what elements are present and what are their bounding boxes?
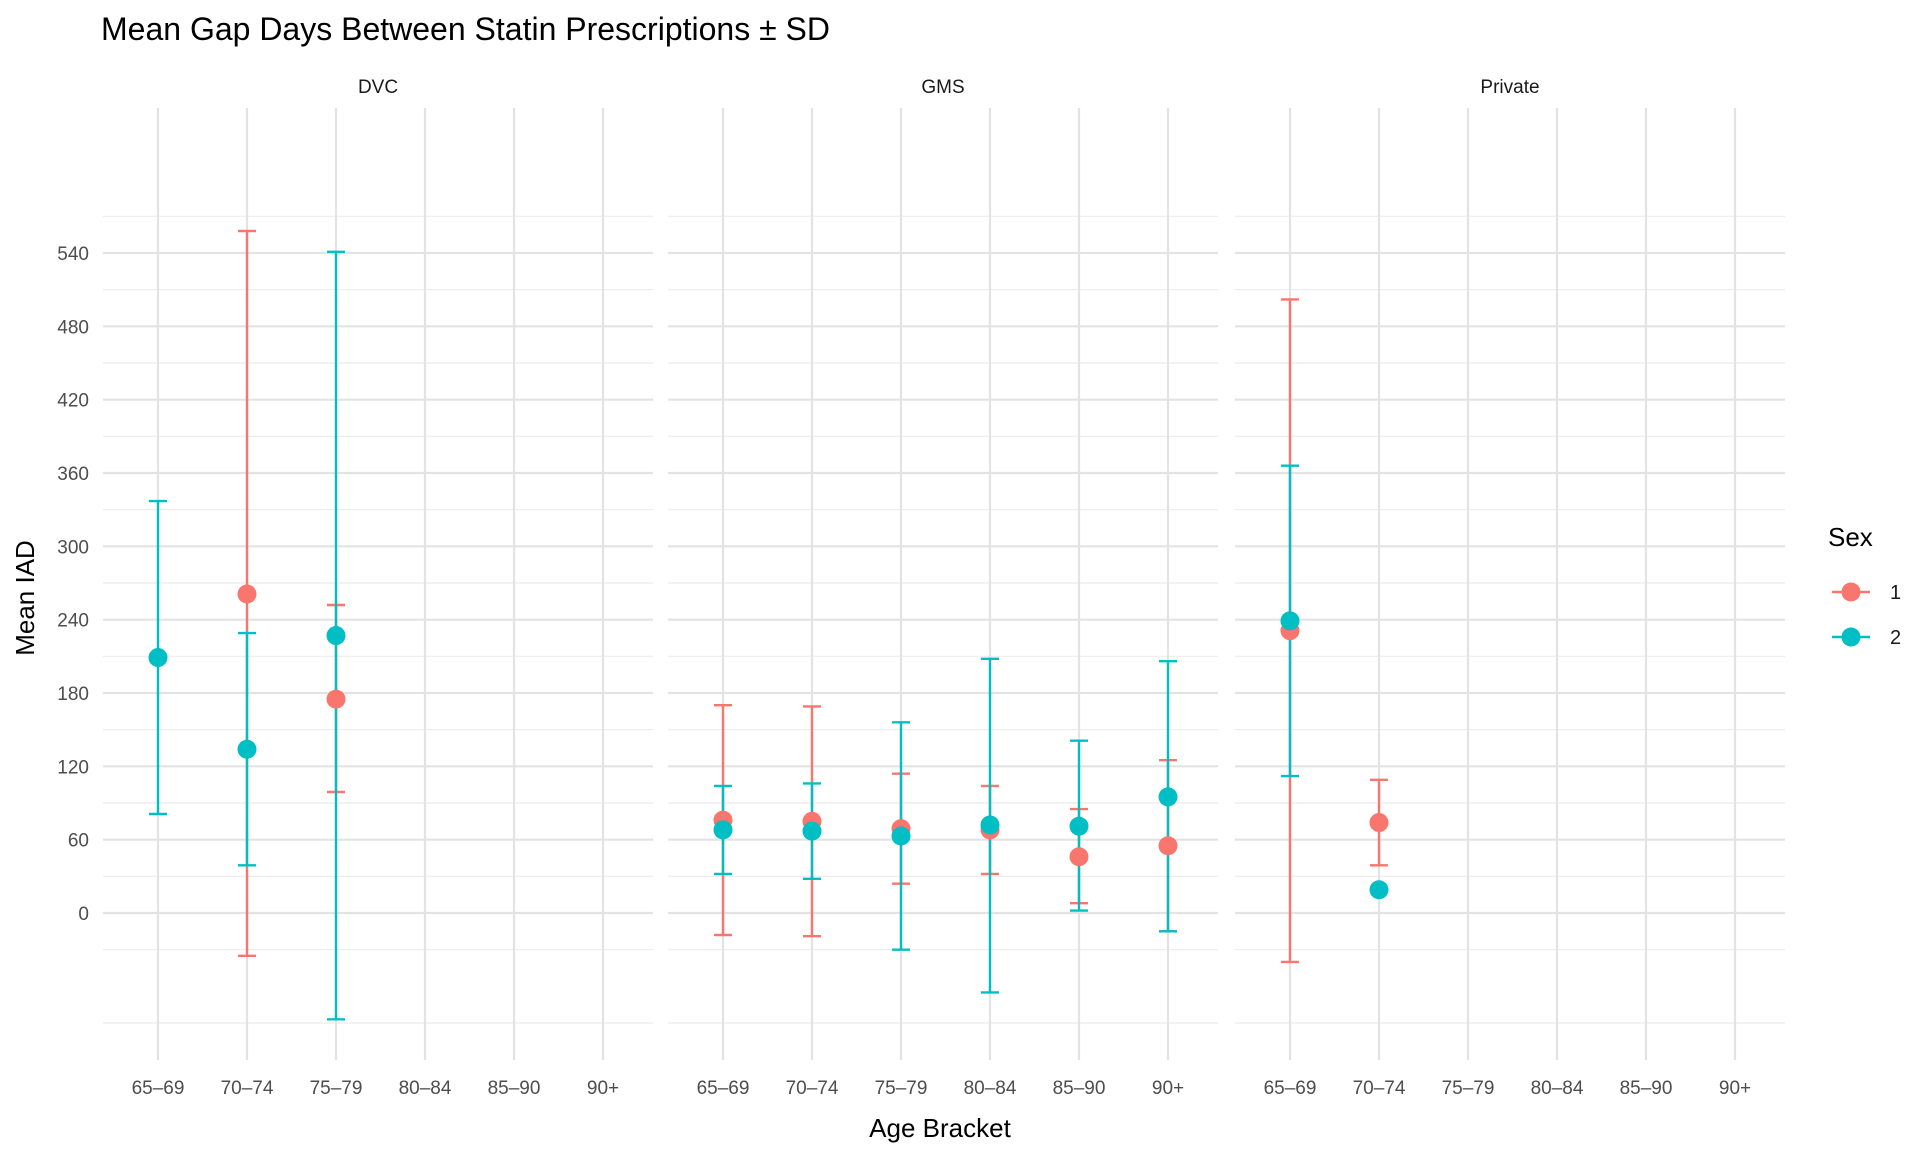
data-point-sex-2	[891, 826, 911, 846]
legend-label-1: 1	[1890, 582, 1901, 604]
data-point-sex-1	[1369, 813, 1389, 833]
facet-label-gms: GMS	[921, 77, 964, 98]
y-tick-label: 480	[57, 317, 89, 338]
x-tick-label: 80–84	[399, 1078, 452, 1099]
x-tick-label: 90+	[1719, 1078, 1751, 1099]
legend-title: Sex	[1828, 522, 1873, 552]
x-tick-label: 70–74	[221, 1078, 274, 1099]
data-point-sex-2	[326, 626, 346, 646]
x-tick-label: 85–90	[1620, 1078, 1673, 1099]
legend-label-2: 2	[1890, 627, 1901, 649]
x-tick-label: 90+	[587, 1078, 619, 1099]
legend-key-point-1	[1841, 582, 1861, 602]
x-tick-label: 75–79	[1442, 1078, 1495, 1099]
legend-key-point-2	[1841, 627, 1861, 647]
data-point-sex-1	[237, 584, 257, 604]
x-tick-label: 85–90	[1053, 1078, 1106, 1099]
data-point-sex-2	[1369, 880, 1389, 900]
data-point-sex-2	[1069, 816, 1089, 836]
facet-panel-private: 65–69 70–74 75–79 80–84 85–90 90+ Private	[1235, 77, 1785, 1099]
data-point-sex-2	[980, 815, 1000, 835]
facet-label-dvc: DVC	[358, 77, 398, 98]
facet-panel-gms: 65–69 70–74 75–79 80–84 85–90 90+ GMS	[668, 77, 1218, 1099]
x-tick-label: 70–74	[786, 1078, 839, 1099]
x-tick-label: 80–84	[964, 1078, 1017, 1099]
data-point-sex-2	[1158, 787, 1178, 807]
facet-panel-dvc: 65–69 70–74 75–79 80–84 85–90 90+ DVC	[103, 77, 653, 1099]
legend: Sex 1 2	[1828, 522, 1901, 649]
y-tick-label: 300	[57, 537, 89, 558]
x-tick-label: 75–79	[875, 1078, 928, 1099]
x-tick-label: 75–79	[310, 1078, 363, 1099]
x-tick-label: 70–74	[1353, 1078, 1406, 1099]
data-point-sex-2	[1280, 611, 1300, 631]
data-point-sex-1	[1069, 847, 1089, 867]
y-tick-label: 60	[68, 831, 89, 852]
data-point-sex-2	[802, 821, 822, 841]
y-axis-title: Mean IAD	[10, 540, 40, 656]
data-point-sex-1	[326, 689, 346, 709]
y-tick-label: 180	[57, 684, 89, 705]
data-point-sex-2	[713, 820, 733, 840]
data-point-sex-1	[1158, 836, 1178, 856]
x-tick-label: 65–69	[697, 1078, 750, 1099]
x-tick-label: 65–69	[132, 1078, 185, 1099]
y-tick-label: 240	[57, 611, 89, 632]
data-point-sex-2	[237, 739, 257, 759]
y-tick-label: 120	[57, 757, 89, 778]
y-tick-label: 420	[57, 391, 89, 412]
data-marks	[148, 229, 1389, 1021]
x-axis-title: Age Bracket	[869, 1113, 1011, 1143]
data-point-sex-2	[148, 648, 168, 668]
x-tick-label: 65–69	[1264, 1078, 1317, 1099]
y-tick-label: 540	[57, 244, 89, 265]
y-tick-label: 0	[78, 904, 89, 925]
chart-title: Mean Gap Days Between Statin Prescriptio…	[101, 11, 830, 47]
y-tick-label: 360	[57, 464, 89, 485]
x-tick-label: 85–90	[488, 1078, 541, 1099]
x-tick-label: 80–84	[1531, 1078, 1584, 1099]
x-tick-label: 90+	[1152, 1078, 1184, 1099]
facet-label-private: Private	[1480, 77, 1539, 98]
